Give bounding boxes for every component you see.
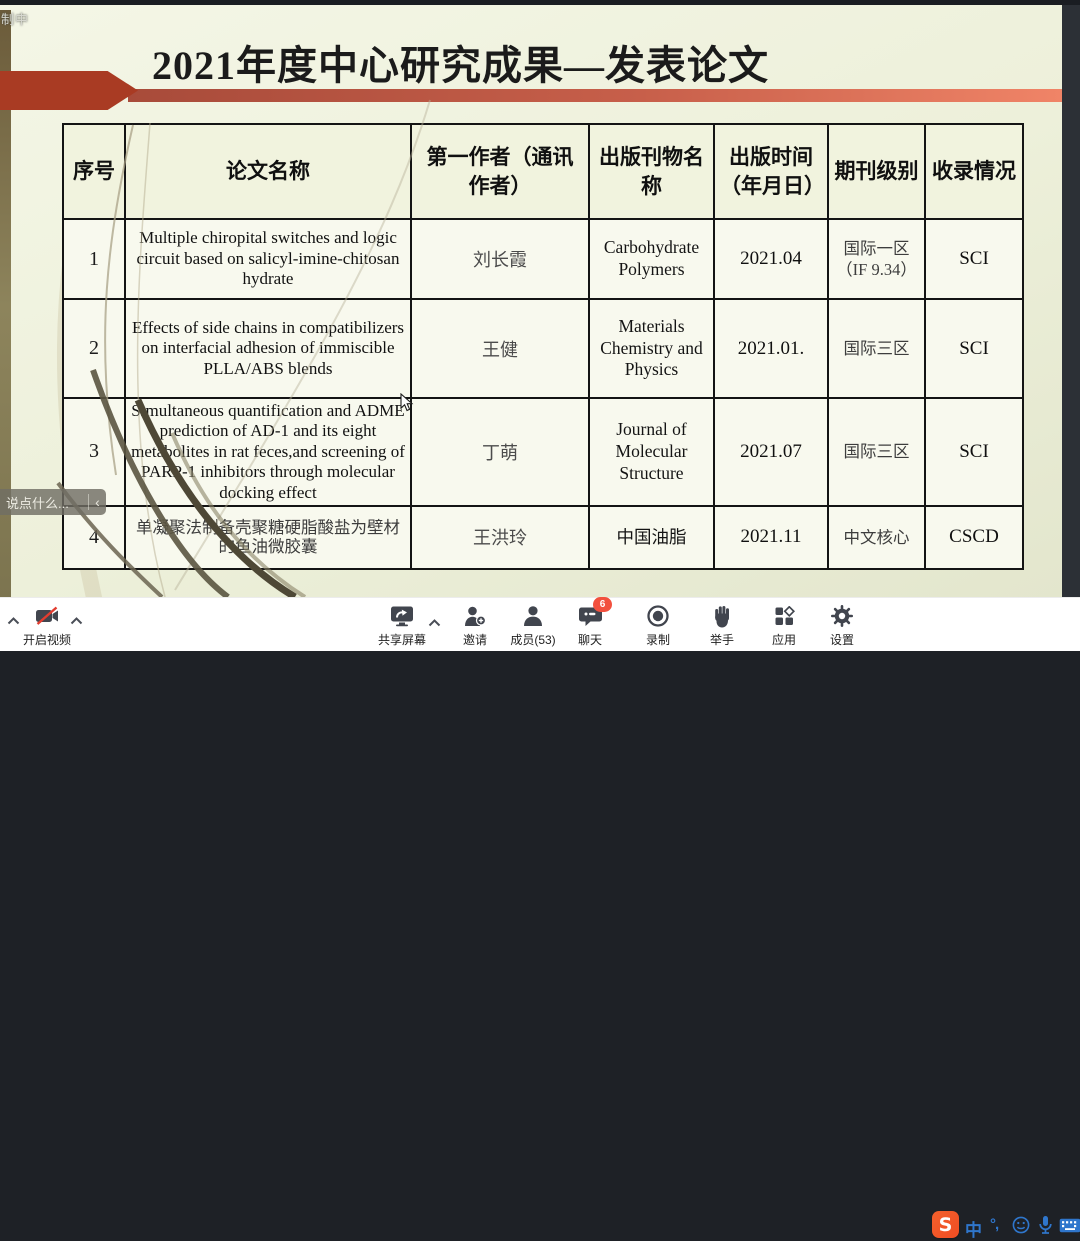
ime-punctuation-toggle[interactable]: °, <box>990 1216 999 1233</box>
gear-icon <box>830 603 854 629</box>
raise-hand-icon <box>712 603 732 629</box>
raise-hand-label: 举手 <box>709 633 734 647</box>
cell-author: 王洪玲 <box>410 504 590 570</box>
apps-button[interactable]: 应用 <box>752 603 816 648</box>
share-screen-label: 共享屏幕 <box>377 633 426 647</box>
cell-title: Simultaneous quantification and ADME pre… <box>124 397 412 507</box>
chat-badge: 6 <box>593 597 612 612</box>
ime-language-toggle[interactable]: 中 <box>965 1221 982 1240</box>
settings-button[interactable]: 设置 <box>810 603 874 648</box>
chat-label: 聊天 <box>577 633 602 647</box>
table-row: 2 Effects of side chains in compatibiliz… <box>62 298 1024 399</box>
chat-quick-input[interactable]: 说点什么... ‹ <box>0 489 106 515</box>
title-arrow-decoration <box>0 71 138 110</box>
share-screen-button[interactable]: 共享屏幕 <box>370 603 434 648</box>
chevron-up-icon[interactable] <box>428 619 441 627</box>
collapse-arrow-icon[interactable]: ‹ <box>95 494 100 510</box>
start-video-label: 开启视频 <box>22 633 71 647</box>
chat-bubble-icon: 6 <box>578 597 612 629</box>
microphone-icon[interactable] <box>1038 1215 1053 1235</box>
slide-title: 2021年度中心研究成果—发表论文 <box>152 43 769 88</box>
meeting-toolbar: 开启视频 共享屏幕 邀请 <box>0 597 1080 1240</box>
cell-no: 1 <box>62 218 126 300</box>
cell-author: 王健 <box>410 298 590 399</box>
header-journal: 出版刊物名称 <box>588 123 715 220</box>
window-right-edge <box>1062 0 1080 600</box>
cell-author: 丁萌 <box>410 397 590 507</box>
table-header-row: 序号 论文名称 第一作者（通讯作者） 出版刊物名称 出版时间（年月日） 期刊级别… <box>62 123 1024 220</box>
header-date: 出版时间（年月日） <box>713 123 829 220</box>
members-label: 成员(53) <box>510 633 556 647</box>
cell-index: SCI <box>924 218 1024 300</box>
apps-label: 应用 <box>771 633 796 647</box>
share-screen-icon <box>389 603 415 629</box>
cell-date: 2021.04 <box>713 218 829 300</box>
invite-label: 邀请 <box>462 633 487 647</box>
recording-indicator: 制中 <box>1 12 30 27</box>
window-top-edge <box>0 0 1080 5</box>
cell-level: 国际三区 <box>827 397 926 507</box>
header-level: 期刊级别 <box>827 123 926 220</box>
cell-title: Multiple chiropital switches and logic c… <box>124 218 412 300</box>
chat-button[interactable]: 6 聊天 <box>558 597 622 648</box>
cell-index: SCI <box>924 298 1024 399</box>
cell-index: SCI <box>924 397 1024 507</box>
chevron-up-icon[interactable] <box>70 617 83 625</box>
publications-table: 序号 论文名称 第一作者（通讯作者） 出版刊物名称 出版时间（年月日） 期刊级别… <box>62 123 1024 570</box>
settings-label: 设置 <box>829 633 854 647</box>
header-index: 收录情况 <box>924 123 1024 220</box>
cell-journal: 中国油脂 <box>588 504 715 570</box>
record-button[interactable]: 录制 <box>626 603 690 648</box>
raise-hand-button[interactable]: 举手 <box>690 603 754 648</box>
chevron-up-icon[interactable] <box>7 617 20 625</box>
cell-journal: Journal of Molecular Structure <box>588 397 715 507</box>
camera-off-icon <box>34 603 60 629</box>
smiley-icon[interactable] <box>1012 1216 1030 1234</box>
cell-date: 2021.11 <box>713 504 829 570</box>
header-no: 序号 <box>62 123 126 220</box>
cell-journal: Materials Chemistry and Physics <box>588 298 715 399</box>
chat-input-placeholder[interactable]: 说点什么... <box>6 495 69 511</box>
title-underline-bar <box>128 89 1062 102</box>
header-author: 第一作者（通讯作者） <box>410 123 590 220</box>
sogou-logo[interactable]: S <box>932 1211 959 1238</box>
start-video-button[interactable]: 开启视频 <box>15 603 79 648</box>
keyboard-icon[interactable] <box>1059 1218 1080 1233</box>
member-icon <box>522 603 544 629</box>
cell-date: 2021.01. <box>713 298 829 399</box>
cell-level: 国际一区 （IF 9.34） <box>827 218 926 300</box>
cell-date: 2021.07 <box>713 397 829 507</box>
invite-button[interactable]: 邀请 <box>443 603 507 648</box>
header-title: 论文名称 <box>124 123 412 220</box>
members-button[interactable]: 成员(53) <box>501 603 565 648</box>
record-label: 录制 <box>645 633 670 647</box>
cell-no: 2 <box>62 298 126 399</box>
cell-level: 国际三区 <box>827 298 926 399</box>
cell-author: 刘长霞 <box>410 218 590 300</box>
table-row: 3 Simultaneous quantification and ADME p… <box>62 397 1024 507</box>
apps-grid-icon <box>774 603 795 629</box>
cell-level: 中文核心 <box>827 504 926 570</box>
cell-journal: Carbohydrate Polymers <box>588 218 715 300</box>
invite-person-icon <box>463 603 487 629</box>
cell-title: 单凝聚法制备壳聚糖硬脂酸盐为壁材的鱼油微胶囊 <box>124 504 412 570</box>
record-icon <box>646 603 670 629</box>
cell-title: Effects of side chains in compatibilizer… <box>124 298 412 399</box>
mouse-cursor <box>400 393 414 412</box>
table-row: 1 Multiple chiropital switches and logic… <box>62 218 1024 300</box>
table-row: 4 单凝聚法制备壳聚糖硬脂酸盐为壁材的鱼油微胶囊 王洪玲 中国油脂 2021.1… <box>62 504 1024 570</box>
cell-index: CSCD <box>924 504 1024 570</box>
cell-no: 4 <box>62 504 126 570</box>
